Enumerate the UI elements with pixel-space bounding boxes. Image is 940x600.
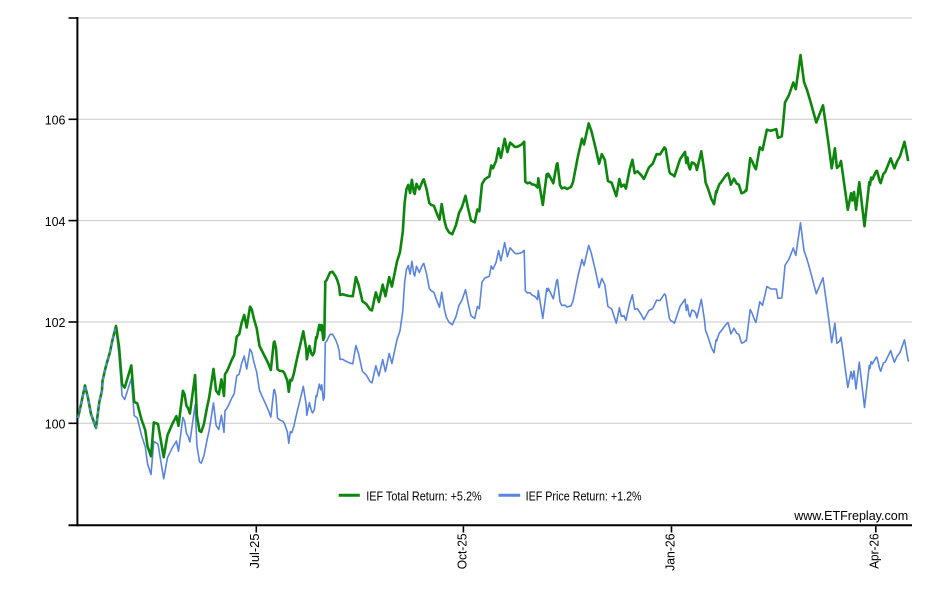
svg-text:www.ETFreplay.com: www.ETFreplay.com — [793, 508, 908, 523]
svg-text:Apr-26: Apr-26 — [867, 534, 882, 569]
svg-text:100: 100 — [45, 417, 66, 432]
svg-text:104: 104 — [45, 214, 66, 229]
svg-text:106: 106 — [45, 113, 66, 128]
svg-text:102: 102 — [45, 315, 66, 330]
svg-text:Jan-26: Jan-26 — [662, 534, 677, 571]
svg-text:Oct-25: Oct-25 — [454, 534, 469, 570]
svg-text:IEF Price Return: +1.2%: IEF Price Return: +1.2% — [526, 489, 642, 504]
svg-text:Jul-25: Jul-25 — [247, 534, 262, 569]
svg-text:IEF Total Return: +5.2%: IEF Total Return: +5.2% — [366, 489, 482, 504]
